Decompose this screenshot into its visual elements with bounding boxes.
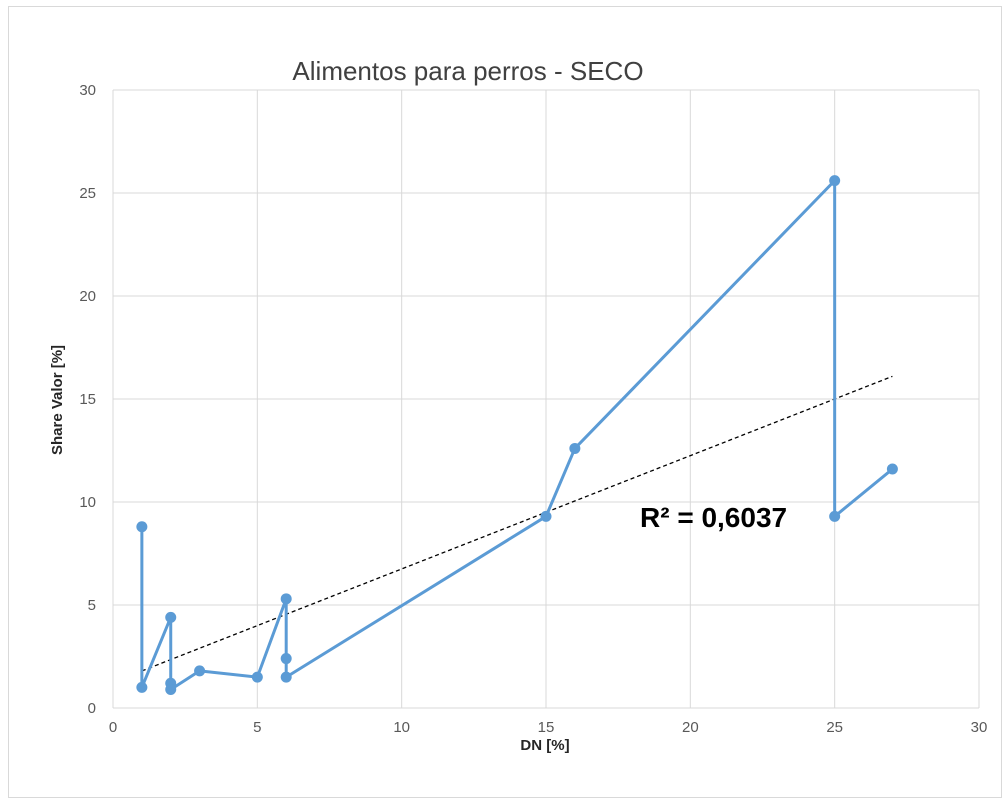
x-tick-label: 10 [393,719,410,736]
x-tick-label: 0 [109,719,117,736]
data-point [540,510,552,522]
data-point [251,671,263,683]
data-point [165,683,177,695]
chart-title: Alimentos para perros - SECO [292,56,643,86]
data-point [136,681,148,693]
x-axis-title: DN [%] [520,737,569,754]
grid-lines [112,89,980,709]
chart-area [8,6,1002,798]
data-point [886,463,898,475]
tick-labels: 0 5 10 15 20 25 30 0 5 10 15 20 25 30 [79,82,987,736]
data-point [569,442,581,454]
data-point [280,593,292,605]
data-point [165,611,177,623]
trendline-group [141,375,893,672]
data-point [280,653,292,665]
y-tick-label: 0 [88,700,96,717]
data-point [829,510,841,522]
x-tick-label: 25 [826,719,843,736]
trendline [141,375,893,672]
data-point [136,521,148,533]
series-line [140,179,894,691]
y-tick-label: 20 [79,288,96,305]
y-tick-label: 5 [88,597,96,614]
x-tick-label: 30 [971,719,988,736]
series-group [136,175,898,695]
data-point [194,665,206,677]
x-tick-label: 20 [682,719,699,736]
data-point [280,671,292,683]
y-tick-label: 15 [79,391,96,408]
y-tick-label: 25 [79,185,96,202]
x-tick-label: 5 [253,719,261,736]
y-tick-label: 10 [79,494,96,511]
y-axis-title: Share Valor [%] [49,345,66,455]
x-tick-label: 15 [538,719,555,736]
y-tick-label: 30 [79,82,96,99]
data-point [829,175,841,187]
r-squared-label: R² = 0,6037 [640,502,787,533]
